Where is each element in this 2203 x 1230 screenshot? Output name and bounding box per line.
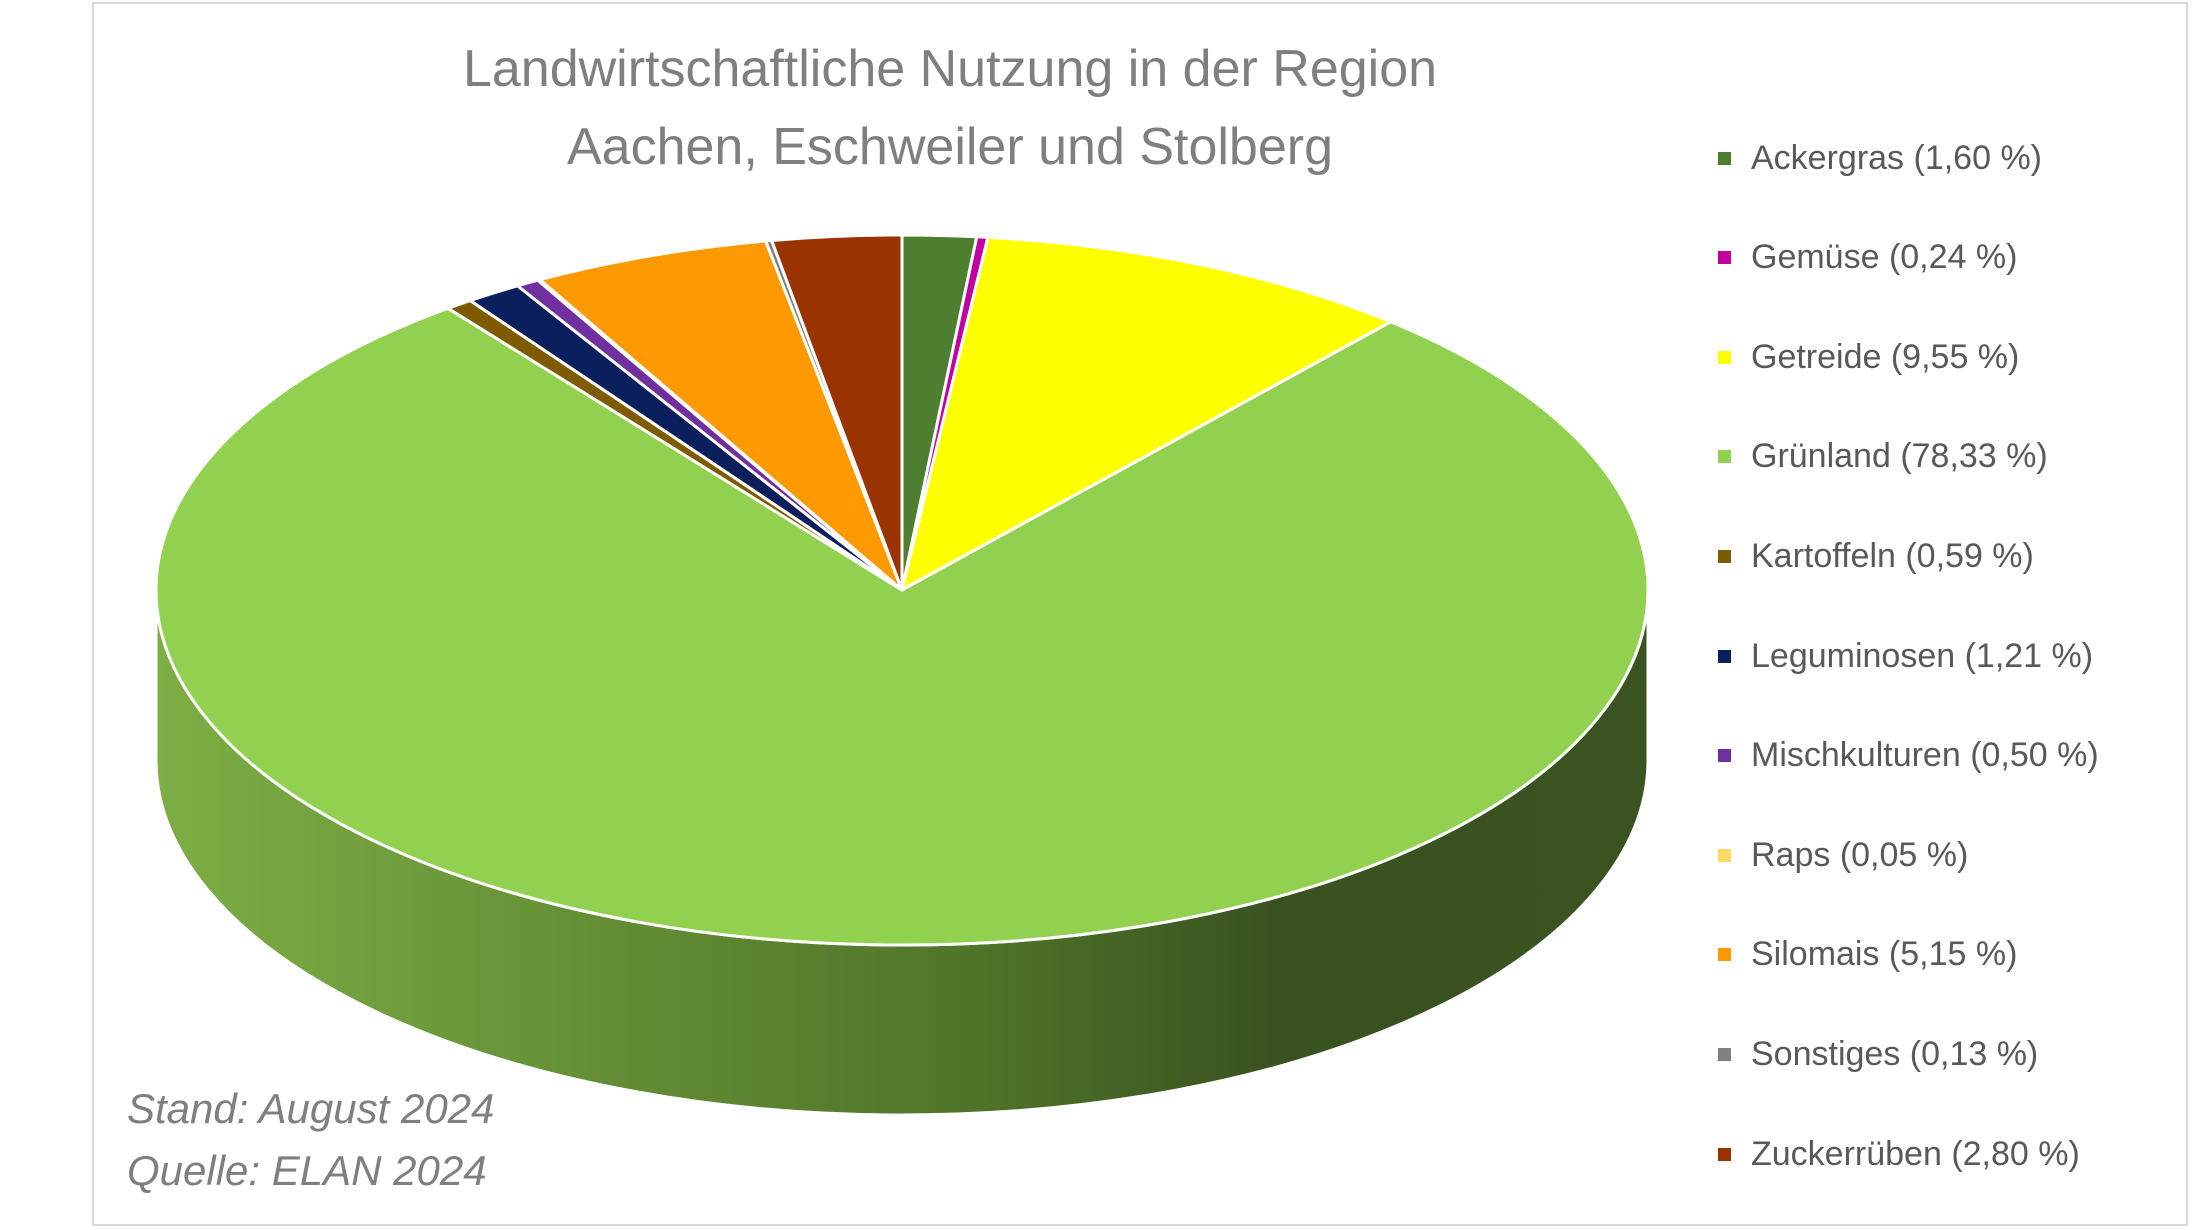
legend-label: Mischkulturen (0,50 %) [1751,736,2099,775]
legend-item-leguminosen: Leguminosen (1,21 %) [1718,626,2093,686]
pie-slice-zuckerruben [770,233,904,592]
legend-label: Ackergras (1,60 %) [1751,138,2042,177]
legend-item-mischkulturen: Mischkulturen (0,50 %) [1718,726,2099,786]
legend-item-zuckerruben: Zuckerrüben (2,80 %) [1718,1124,2080,1184]
chart-title-line-2: Aachen, Eschweiler und Stolberg [566,118,1333,176]
legend-item-raps: Raps (0,05 %) [1718,825,1968,885]
legend-label: Sonstiges (0,13 %) [1751,1034,2039,1073]
legend-swatch [1718,1047,1731,1061]
legend-swatch [1718,549,1731,563]
legend-item-sonstiges: Sonstiges (0,13 %) [1718,1024,2038,1084]
stand-note: Stand: August 2024 [127,1085,495,1132]
legend-label: Zuckerrüben (2,80 %) [1751,1134,2080,1173]
chart-title: Landwirtschaftliche Nutzung in der Regio… [200,30,1700,186]
pie-slices [154,233,1650,947]
legend-label: Raps (0,05 %) [1751,835,1969,874]
legend-swatch [1718,251,1731,265]
legend-item-kartoffeln: Kartoffeln (0,59 %) [1718,526,2034,586]
pie-slice-getreide [900,235,1393,592]
legend-item-gemuse: Gemüse (0,24 %) [1718,228,2017,288]
legend-label: Kartoffeln (0,59 %) [1751,536,2034,575]
pie-slice-silomais [538,239,904,592]
legend-label: Leguminosen (1,21 %) [1751,636,2094,675]
pie-slice-grunland [154,306,1650,947]
footnotes: Stand: August 2024 Quelle: ELAN 2024 [127,1078,494,1202]
legend-item-ackergras: Ackergras (1,60 %) [1718,128,2042,188]
legend-swatch [1718,948,1731,962]
legend-swatch [1718,848,1731,862]
legend-item-getreide: Getreide (9,55 %) [1718,327,2019,387]
legend-label: Getreide (9,55 %) [1751,337,2020,376]
legend-item-silomais: Silomais (5,15 %) [1718,925,2017,985]
legend-swatch [1718,749,1731,763]
legend-item-grunland: Grünland (78,33 %) [1718,427,2048,487]
legend-swatch [1718,350,1731,364]
legend-swatch [1718,1147,1731,1161]
legend-swatch [1718,450,1731,464]
legend-label: Gemüse (0,24 %) [1751,238,2018,277]
legend-swatch [1718,649,1731,663]
legend-label: Grünland (78,33 %) [1751,437,2048,476]
legend-label: Silomais (5,15 %) [1751,935,2018,974]
source-note: Quelle: ELAN 2024 [127,1147,487,1194]
legend-swatch [1718,151,1731,165]
chart-title-line-1: Landwirtschaftliche Nutzung in der Regio… [462,40,1438,98]
